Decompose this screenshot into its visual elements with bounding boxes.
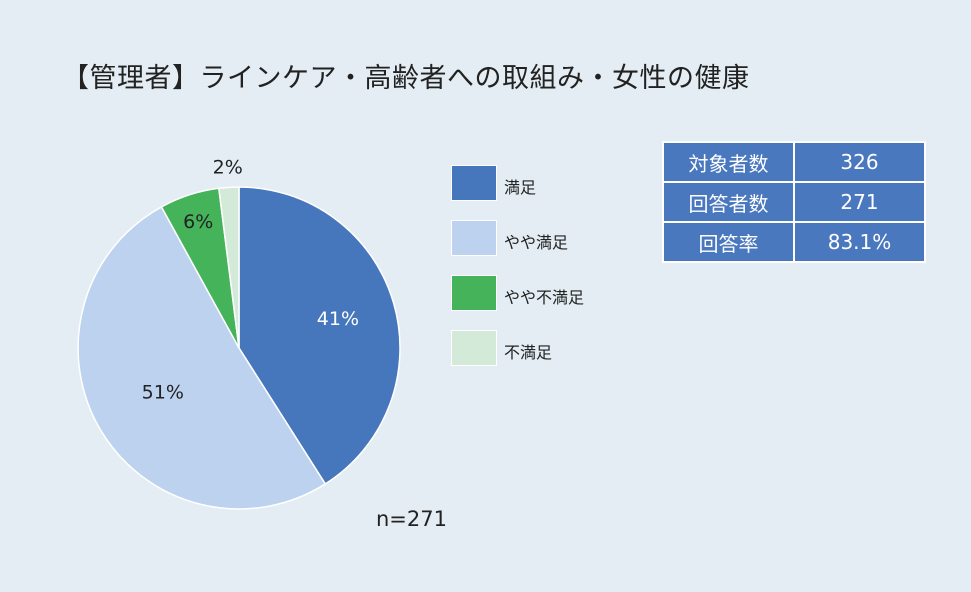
stats-value: 271 bbox=[793, 181, 926, 223]
stats-row-target: 対象者数 326 bbox=[662, 141, 926, 183]
legend-swatch bbox=[451, 330, 497, 366]
legend-label: 満足 bbox=[504, 178, 537, 197]
pie-slice-1 bbox=[238, 186, 401, 485]
legend-label: やや満足 bbox=[504, 233, 569, 252]
pie-slice-2 bbox=[77, 205, 327, 510]
pie-data-label-2: 51% bbox=[142, 382, 184, 404]
legend-label: 不満足 bbox=[504, 343, 553, 362]
pie-data-label-4: 2% bbox=[213, 157, 243, 179]
pie-data-label-1: 41% bbox=[317, 308, 359, 330]
stats-label: 回答者数 bbox=[662, 181, 795, 223]
legend-label: やや不満足 bbox=[504, 288, 585, 307]
pie-slice-4 bbox=[217, 186, 240, 349]
pie-data-label-3: 6% bbox=[183, 211, 213, 233]
stats-row-response-rate: 回答率 83.1% bbox=[662, 221, 926, 263]
chart-title: 【管理者】ラインケア・高齢者への取組み・女性の健康 bbox=[62, 63, 750, 94]
stats-table: 対象者数 326 回答者数 271 回答率 83.1% bbox=[662, 141, 926, 263]
legend-swatch bbox=[451, 165, 497, 201]
sample-size-label: n=271 bbox=[376, 507, 447, 531]
legend-swatch bbox=[451, 275, 497, 311]
stats-value: 83.1% bbox=[793, 221, 926, 263]
legend-swatch bbox=[451, 220, 497, 256]
stats-value: 326 bbox=[793, 141, 926, 183]
stats-label: 対象者数 bbox=[662, 141, 795, 183]
stats-label: 回答率 bbox=[662, 221, 795, 263]
stats-row-respondents: 回答者数 271 bbox=[662, 181, 926, 223]
